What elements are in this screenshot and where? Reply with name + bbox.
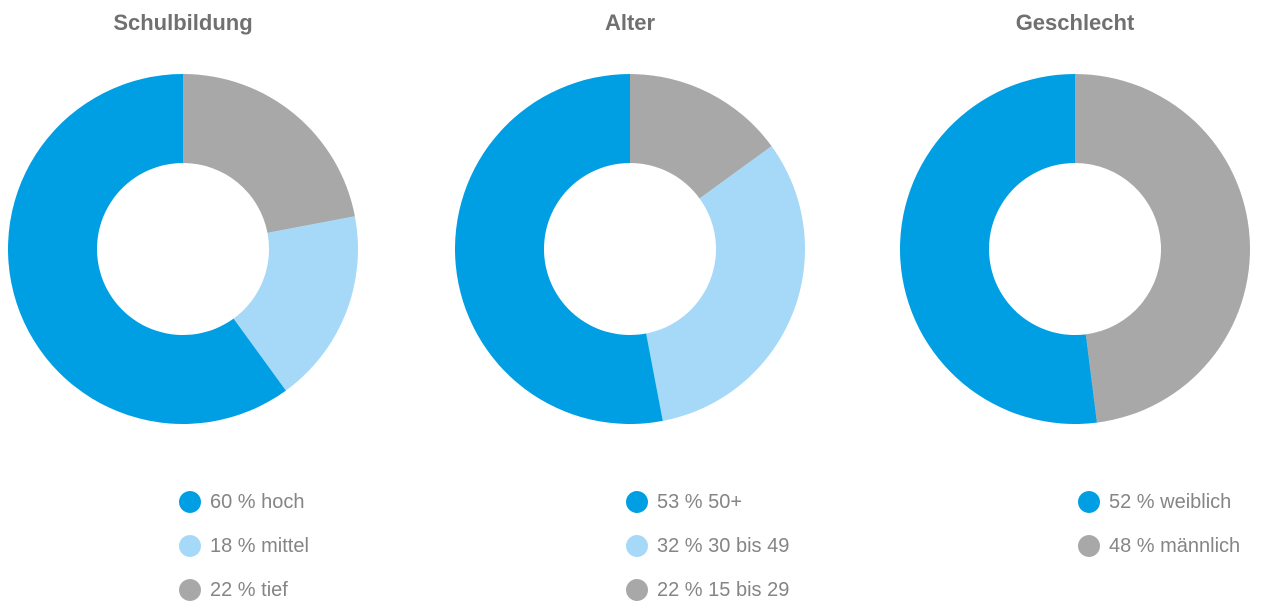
donut-slice-1 (233, 216, 358, 391)
legend-label: 22 % tief (210, 578, 288, 601)
legend-label: 48 % männlich (1109, 534, 1241, 557)
legend-swatch-icon (1078, 535, 1100, 557)
legend: 53 % 50+ 32 % 30 bis 49 22 % 15 bis 29 (626, 480, 789, 612)
chart-title: Schulbildung (113, 10, 253, 35)
donut-slice-0 (183, 74, 355, 233)
donut-slice-0 (630, 74, 772, 199)
chart-title: Geschlecht (1015, 10, 1135, 35)
legend-swatch-icon (179, 535, 201, 557)
donut-slice-0 (1075, 74, 1250, 423)
donut-slice-1 (900, 74, 1097, 424)
chart-schulbildung: Schulbildung 60 % hoch 18 % mittel 22 % ti… (8, 0, 358, 601)
legend-item: 22 % 15 bis 29 (626, 568, 789, 612)
legend-swatch-icon (179, 491, 201, 513)
legend: 52 % weiblich 48 % männlich (1078, 480, 1240, 568)
legend-item: 48 % männlich (1078, 524, 1240, 568)
chart-alter: Alter 53 % 50+ 32 % 30 bis 49 22 % 15 bis … (455, 0, 805, 601)
legend-item: 53 % 50+ (626, 480, 789, 524)
legend: 60 % hoch 18 % mittel 22 % tief (179, 480, 309, 612)
chart-geschlecht: Geschlecht 52 % weiblich 48 % männlich (900, 0, 1250, 594)
legend-swatch-icon (626, 579, 648, 601)
legend-label: 22 % 15 bis 29 (657, 578, 790, 601)
legend-item: 52 % weiblich (1078, 480, 1240, 524)
donut-slice-1 (646, 146, 805, 421)
legend-swatch-icon (626, 535, 648, 557)
legend-label: 52 % weiblich (1109, 490, 1232, 513)
donut-chart (8, 74, 358, 424)
legend-item: 32 % 30 bis 49 (626, 524, 789, 568)
legend-label: 18 % mittel (210, 534, 309, 557)
legend-swatch-icon (1078, 491, 1100, 513)
legend-label: 60 % hoch (210, 490, 305, 513)
legend-item: 60 % hoch (179, 480, 309, 524)
donut-chart (455, 74, 805, 424)
donut-chart (900, 74, 1250, 424)
chart-title: Alter (604, 10, 656, 35)
legend-item: 22 % tief (179, 568, 309, 612)
legend-swatch-icon (179, 579, 201, 601)
legend-item: 18 % mittel (179, 524, 309, 568)
legend-swatch-icon (626, 491, 648, 513)
donut-slice-2 (8, 74, 286, 424)
legend-label: 53 % 50+ (657, 490, 743, 513)
legend-label: 32 % 30 bis 49 (657, 534, 790, 557)
donut-slice-2 (455, 74, 663, 424)
